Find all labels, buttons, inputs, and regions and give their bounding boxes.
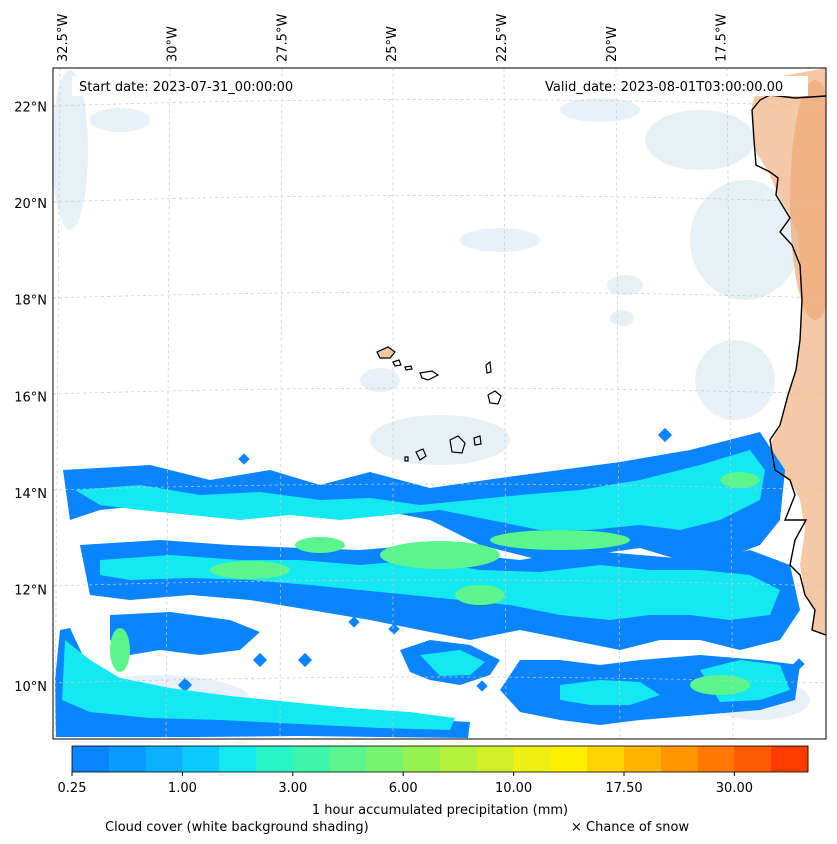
colorbar-title: 1 hour accumulated precipitation (mm) [312,803,568,818]
valid-date-label: Valid_date: 2023-08-01T03:00:00.00 [545,80,783,95]
longitude-label: 27.5°W [275,14,290,62]
latitude-label: 10°N [14,680,47,695]
colorbar-swatch [660,746,699,772]
latitude-label: 18°N [14,294,47,309]
precipitation-colorbar [72,746,809,772]
longitude-label: 20°W [605,26,620,62]
colorbar-swatch [366,746,404,772]
longitude-label: 22.5°W [495,14,510,62]
colorbar-swatch [440,746,478,772]
cape-verde-islands [376,346,502,462]
map-gridlines [53,68,826,739]
precip-high-layer [110,472,760,695]
latitude-label: 20°N [14,197,47,212]
colorbar-tick-label: 10.00 [495,781,532,796]
colorbar-swatch [329,746,367,772]
colorbar-swatch [550,746,588,772]
longitude-label: 32.5°W [56,14,71,62]
colorbar-swatch [697,746,735,772]
colorbar-swatch [513,746,551,772]
snow-note: × Chance of snow [571,820,689,835]
colorbar-tick-label: 0.25 [58,781,87,796]
colorbar-swatch [256,746,294,772]
colorbar-tick-label: 1.00 [168,781,197,796]
longitude-labels: 32.5°W 30°W 27.5°W 25°W 22.5°W 20°W 17.5°W [56,14,730,62]
latitude-label: 22°N [14,101,47,116]
colorbar-tick-label: 3.00 [278,781,307,796]
start-date-label: Start date: 2023-07-31_00:00:00 [79,80,293,95]
valid-date-box [540,76,808,96]
coastline-africa [751,94,826,636]
colorbar-swatch [219,746,257,772]
longitude-label: 25°W [385,26,400,62]
colorbar-swatch [182,746,220,772]
land-warm-core [790,80,826,320]
latitude-label: 16°N [14,390,47,405]
colorbar-tick-label: 30.00 [716,781,753,796]
latitude-labels: 22°N 20°N 18°N 16°N 14°N 12°N 10°N [14,101,47,695]
start-date-box [72,76,312,96]
latitude-label: 12°N [14,583,47,598]
colorbar-tick-label: 17.50 [605,781,642,796]
colorbar-swatch [476,746,515,772]
longitude-label: 17.5°W [715,14,730,62]
colorbar-swatch [72,746,110,772]
colorbar-swatch [108,746,147,772]
colorbar-frame [71,745,809,773]
colorbar-swatch [624,746,662,772]
cloud-cover-note: Cloud cover (white background shading) [105,820,369,835]
latitude-label: 14°N [14,487,47,502]
colorbar-ticks: 0.25 1.00 3.00 6.00 10.00 17.50 30.00 [58,772,753,796]
colorbar-swatch [292,746,331,772]
colorbar-swatch [145,746,183,772]
colorbar-tick-label: 6.00 [389,781,418,796]
map-frame [52,67,827,740]
colorbar-swatch [734,746,772,772]
colorbar-swatch [587,746,625,772]
colorbar-swatch [403,746,441,772]
longitude-label: 30°W [166,26,181,62]
colorbar-swatch [771,746,809,772]
